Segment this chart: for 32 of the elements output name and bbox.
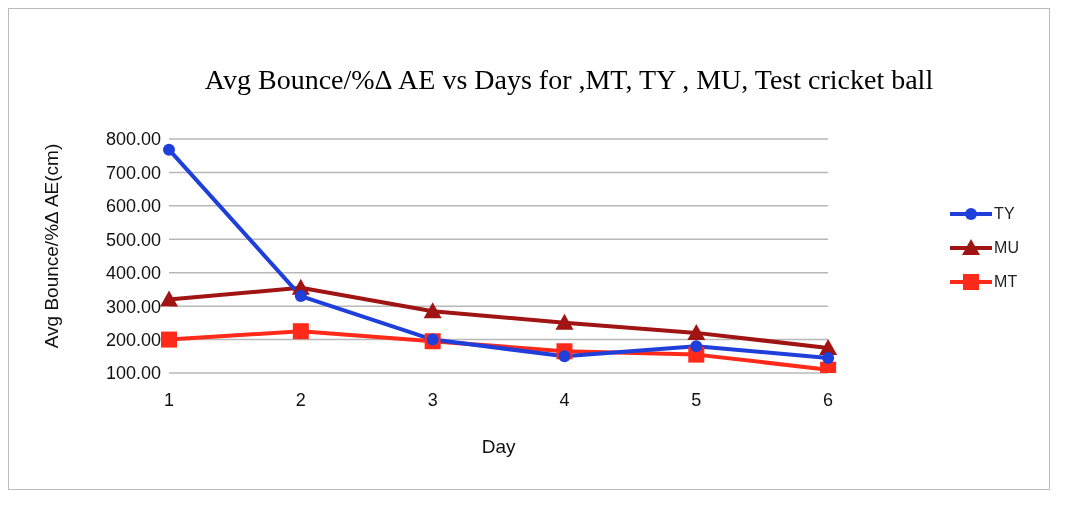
point <box>558 350 571 363</box>
y-tick-label: 100.00 <box>105 363 161 384</box>
y-tick-label: 700.00 <box>105 162 161 183</box>
chart-title: Avg Bounce/%Δ AE vs Days for ,MT, TY , MU, Test cricket ball <box>203 64 935 96</box>
y-tick-label: 500.00 <box>105 229 161 250</box>
y-tick-label: 600.00 <box>105 196 161 217</box>
point <box>161 331 177 348</box>
point <box>423 302 442 319</box>
x-tick-label: 2 <box>295 389 306 410</box>
y-axis-title: Avg Bounce/%Δ AE(cm) <box>40 143 62 349</box>
legend-label: MU <box>994 239 1019 257</box>
point <box>292 323 309 340</box>
x-tick-label: 5 <box>691 389 702 410</box>
point <box>426 333 439 346</box>
legend-label: MT <box>994 273 1018 291</box>
point <box>822 351 835 364</box>
y-tick-label: 300.00 <box>105 296 161 317</box>
point <box>163 143 175 156</box>
x-tick-label: 3 <box>427 389 438 410</box>
point <box>294 290 307 303</box>
x-tick-label: 4 <box>559 389 570 410</box>
y-tick-label: 400.00 <box>105 263 161 284</box>
point <box>555 313 574 330</box>
point <box>690 340 703 353</box>
point <box>687 323 706 340</box>
x-tick-label: 1 <box>163 389 175 410</box>
y-tick-label: 200.00 <box>105 329 161 350</box>
legend-label: TY <box>994 205 1015 223</box>
x-axis-title: Day <box>481 436 516 457</box>
y-tick-label: 800.00 <box>105 129 161 150</box>
x-tick-label: 6 <box>823 389 834 410</box>
point <box>160 290 178 307</box>
